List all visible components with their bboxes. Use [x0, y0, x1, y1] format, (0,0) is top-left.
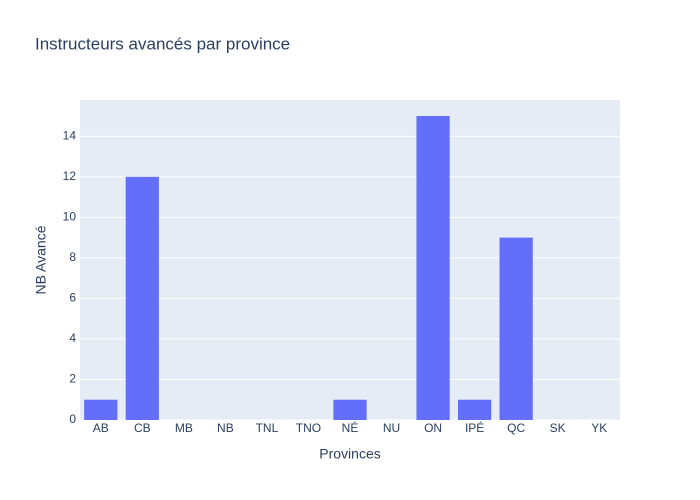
y-tick-label: 0: [69, 412, 76, 426]
bar: [499, 237, 533, 420]
bar: [458, 399, 492, 420]
y-tick-label: 10: [63, 210, 77, 224]
x-tick-label: CB: [134, 421, 151, 435]
x-tick-label: QC: [507, 421, 525, 435]
x-tick-label: NU: [383, 421, 400, 435]
x-tick-label: YK: [591, 421, 607, 435]
x-tick-label: ON: [424, 421, 442, 435]
x-tick-label: MB: [175, 421, 193, 435]
plot-area: [80, 100, 620, 420]
bar: [125, 176, 159, 420]
x-tick-label: TNO: [296, 421, 321, 435]
x-tick-label: AB: [93, 421, 109, 435]
y-tick-label: 2: [69, 372, 76, 386]
y-tick-label: 14: [63, 128, 77, 142]
x-tick-label: TNL: [256, 421, 279, 435]
y-tick-label: 6: [69, 291, 76, 305]
chart-title: Instructeurs avancés par province: [35, 34, 290, 53]
y-tick-label: 4: [69, 331, 76, 345]
y-tick-label: 12: [63, 169, 77, 183]
y-tick-label: 8: [69, 250, 76, 264]
y-axis-title: NB Avancé: [33, 225, 49, 294]
x-axis-title: Provinces: [319, 446, 380, 462]
x-tick-label: IPÉ: [465, 420, 484, 435]
x-tick-label: NB: [217, 421, 234, 435]
bar: [416, 116, 450, 420]
bar: [84, 399, 118, 420]
x-tick-label: SK: [550, 421, 566, 435]
bar: [333, 399, 367, 420]
x-tick-label: NÉ: [342, 420, 359, 435]
